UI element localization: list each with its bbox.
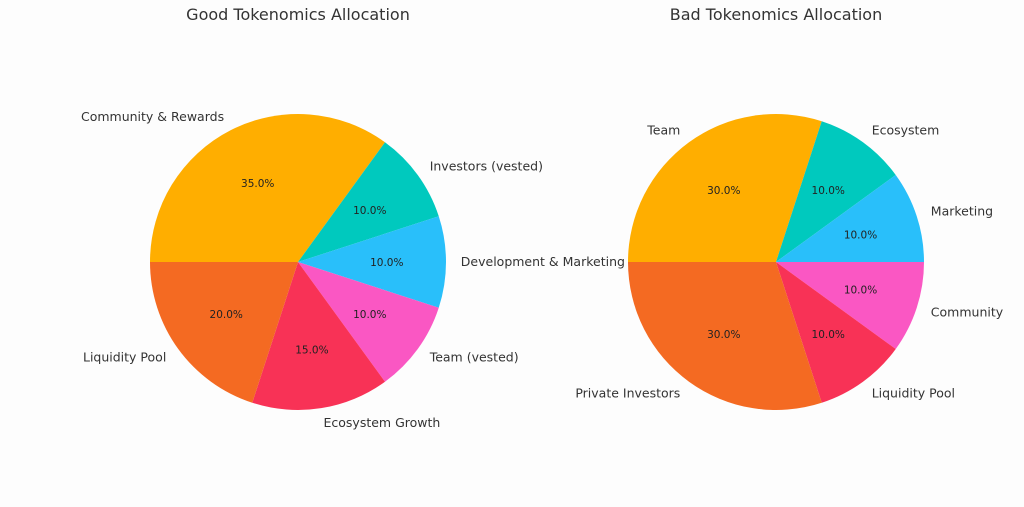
pie-slice-development-marketing: [298, 216, 447, 308]
pie-slices: [628, 114, 924, 411]
slice-percent-community-rewards: 35.0%: [241, 178, 274, 190]
slice-label-ecosystem-growth: Ecosystem Growth: [324, 415, 441, 430]
slice-percent-private-investors: 30.0%: [707, 329, 740, 341]
slice-label-development-marketing: Development & Marketing: [461, 254, 625, 269]
slice-label-investors-vested: Investors (vested): [430, 158, 543, 173]
bad-tokenomics-chart: Bad Tokenomics Allocation 30.0% Team 10.0%…: [575, 5, 1004, 411]
slice-label-private-investors: Private Investors: [575, 386, 680, 401]
slice-label-liquidity-pool: Liquidity Pool: [83, 350, 166, 365]
pie-slice-investors-vested: [298, 142, 439, 262]
pie-slice-community: [776, 262, 924, 349]
pie-slice-liquidity-pool: [776, 262, 896, 403]
slice-percent-liquidity-pool: 20.0%: [210, 309, 243, 321]
slice-percent-marketing: 10.0%: [844, 230, 877, 242]
pie-slice-marketing: [776, 175, 924, 262]
slice-percent-investors-vested: 10.0%: [353, 205, 386, 217]
pie-slices: [150, 114, 447, 411]
slice-percent-liquidity-pool: 10.0%: [812, 329, 845, 341]
pie-slice-team: [628, 114, 822, 262]
slice-percent-team: 30.0%: [707, 185, 740, 197]
slice-percent-ecosystem: 10.0%: [812, 185, 845, 197]
pie-labels: 30.0% Team 10.0% Ecosystem 10.0% Marketing 10.…: [575, 122, 1003, 400]
pie-slice-community-rewards: [150, 114, 385, 262]
chart-title: Good Tokenomics Allocation: [186, 5, 410, 24]
slice-label-community: Community: [931, 304, 1004, 319]
slice-label-team-vested: Team (vested): [429, 350, 519, 365]
slice-label-marketing: Marketing: [931, 204, 993, 219]
good-tokenomics-chart: Good Tokenomics Allocation 35.0% Communit…: [81, 5, 625, 430]
slice-percent-ecosystem-growth: 15.0%: [295, 345, 328, 357]
slice-percent-community: 10.0%: [844, 284, 877, 296]
pie-slice-ecosystem-growth: [252, 262, 385, 411]
slice-label-community-rewards: Community & Rewards: [81, 109, 224, 124]
slice-percent-development-marketing: 10.0%: [370, 257, 403, 269]
pie-labels: 35.0% Community & Rewards 10.0% Investors (…: [81, 109, 625, 430]
slice-label-liquidity-pool: Liquidity Pool: [872, 386, 955, 401]
pie-slice-private-investors: [628, 262, 822, 411]
pie-slice-team-vested: [298, 262, 439, 382]
slice-label-ecosystem: Ecosystem: [872, 122, 940, 137]
slice-percent-team-vested: 10.0%: [353, 309, 386, 321]
chart-title: Bad Tokenomics Allocation: [670, 5, 882, 24]
pie-slice-liquidity-pool: [150, 262, 298, 403]
pie-slice-ecosystem: [776, 121, 896, 262]
slice-label-team: Team: [646, 122, 680, 137]
